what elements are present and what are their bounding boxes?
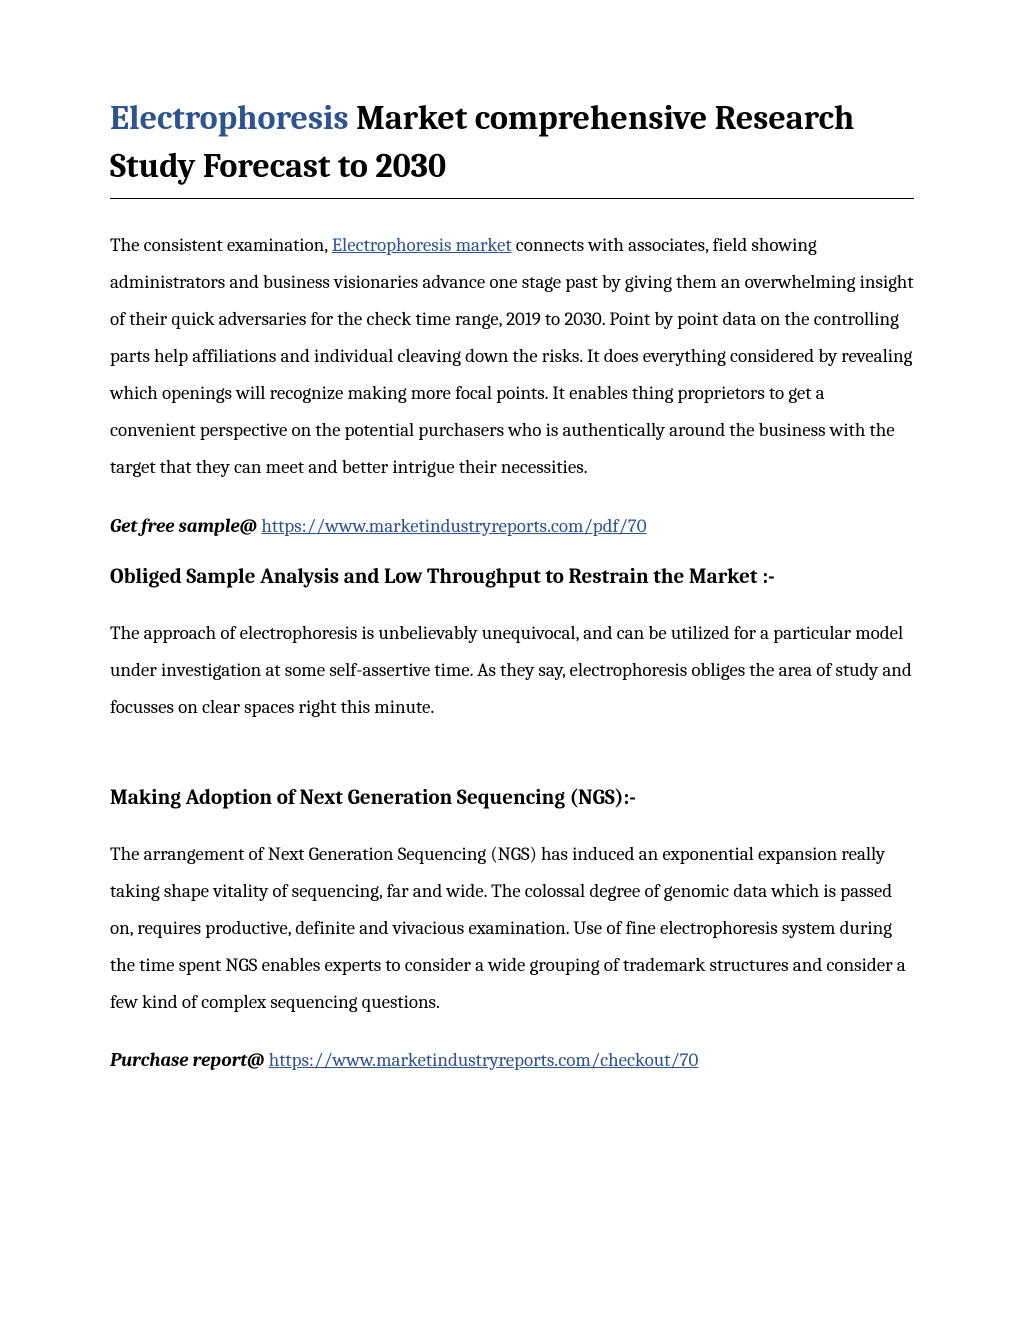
electrophoresis-market-link[interactable]: Electrophoresis market [332, 234, 512, 256]
purchase-line: Purchase report@ https://www.marketindus… [110, 1049, 914, 1071]
sample-line: Get free sample@ https://www.marketindus… [110, 515, 914, 537]
section2-body: The arrangement of Next Generation Seque… [110, 836, 914, 1021]
intro-after: connects with associates, field showing … [110, 234, 914, 478]
intro-paragraph: The consistent examination, Electrophore… [110, 227, 914, 486]
section1-body: The approach of electrophoresis is unbel… [110, 615, 914, 726]
sample-link[interactable]: https://www.marketindustryreports.com/pd… [261, 515, 646, 537]
sample-label: Get free sample@ [110, 515, 257, 537]
page-title: Electrophoresis Market comprehensive Res… [110, 95, 914, 199]
section1-heading: Obliged Sample Analysis and Low Throughp… [110, 565, 914, 589]
purchase-label: Purchase report@ [110, 1049, 265, 1071]
section2-heading: Making Adoption of Next Generation Seque… [110, 786, 914, 810]
title-link[interactable]: Electrophoresis [110, 98, 349, 138]
purchase-link[interactable]: https://www.marketindustryreports.com/ch… [269, 1049, 699, 1071]
intro-before: The consistent examination, [110, 234, 332, 256]
